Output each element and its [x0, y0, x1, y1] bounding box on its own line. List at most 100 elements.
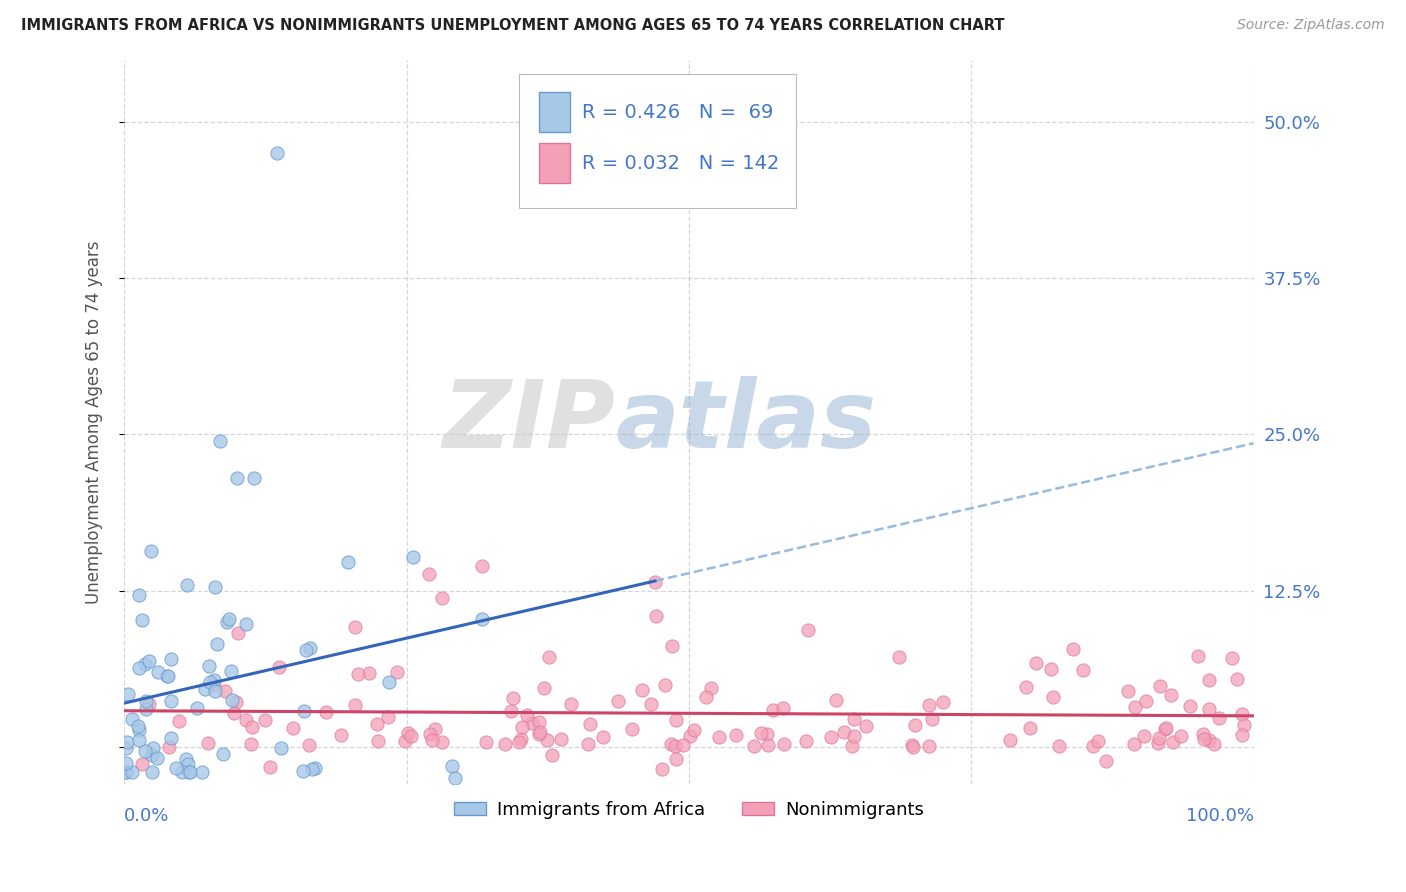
Point [367, 734, 389, 748]
Point [160, 731, 183, 746]
Point [824, 693, 846, 707]
Point [541, 748, 564, 763]
Point [330, 728, 353, 742]
Point [664, 739, 686, 754]
Point [918, 698, 941, 713]
Point [665, 751, 688, 765]
Point [592, 730, 614, 744]
Point [235, 617, 257, 632]
Point [114, 756, 136, 771]
Point [174, 752, 197, 766]
Point [179, 764, 201, 779]
Point [343, 698, 366, 712]
Point [301, 762, 323, 776]
Point [796, 623, 818, 637]
Point [198, 658, 221, 673]
Point [659, 737, 682, 751]
FancyBboxPatch shape [519, 74, 796, 208]
Point [298, 738, 321, 752]
Point [165, 761, 187, 775]
Point [1198, 733, 1220, 747]
Point [127, 719, 149, 733]
Y-axis label: Unemployment Among Ages 65 to 74 years: Unemployment Among Ages 65 to 74 years [86, 240, 103, 604]
Point [1153, 722, 1175, 736]
Text: R = 0.426   N =  69: R = 0.426 N = 69 [582, 103, 773, 122]
Point [538, 649, 561, 664]
Point [1202, 738, 1225, 752]
Point [146, 751, 169, 765]
Point [224, 706, 246, 720]
Point [679, 729, 702, 743]
Point [1170, 729, 1192, 743]
Point [832, 725, 855, 739]
Point [336, 555, 359, 569]
FancyBboxPatch shape [538, 92, 571, 132]
Point [762, 703, 785, 717]
Point [1226, 672, 1249, 686]
Point [304, 761, 326, 775]
Point [402, 550, 425, 565]
Point [225, 695, 247, 709]
Point [343, 620, 366, 634]
Point [889, 649, 911, 664]
Point [444, 771, 467, 785]
Point [1233, 718, 1256, 732]
Point [205, 637, 228, 651]
Point [1178, 699, 1201, 714]
Point [176, 578, 198, 592]
Point [1222, 650, 1244, 665]
Point [156, 668, 179, 682]
Point [550, 731, 572, 746]
Point [1071, 663, 1094, 677]
Point [520, 716, 543, 731]
Point [1147, 731, 1170, 745]
Point [160, 694, 183, 708]
Point [423, 723, 446, 737]
Point [820, 730, 842, 744]
Point [527, 727, 550, 741]
Point [904, 718, 927, 732]
Point [295, 643, 318, 657]
Point [131, 613, 153, 627]
Point [399, 729, 422, 743]
Point [576, 737, 599, 751]
Point [1230, 728, 1253, 742]
Point [841, 739, 863, 754]
Point [135, 702, 157, 716]
Point [419, 727, 441, 741]
Point [115, 764, 138, 779]
Point [269, 660, 291, 674]
Point [1232, 706, 1254, 721]
Point [298, 640, 321, 655]
Point [1132, 729, 1154, 743]
Point [385, 665, 408, 680]
Point [394, 734, 416, 748]
Point [202, 678, 225, 692]
Point [527, 715, 550, 730]
Point [1187, 649, 1209, 664]
Point [1149, 679, 1171, 693]
Point [200, 675, 222, 690]
Point [1122, 737, 1144, 751]
Point [128, 732, 150, 747]
Point [214, 684, 236, 698]
Point [1154, 721, 1177, 735]
Point [441, 759, 464, 773]
Point [1135, 694, 1157, 708]
Point [430, 735, 453, 749]
Point [621, 722, 644, 736]
Point [921, 712, 943, 726]
Point [1087, 733, 1109, 747]
Point [773, 737, 796, 751]
Point [211, 747, 233, 762]
Point [156, 669, 179, 683]
Point [516, 708, 538, 723]
Point [117, 687, 139, 701]
Point [141, 544, 163, 558]
Point [502, 690, 524, 705]
Point [725, 727, 748, 741]
Point [756, 726, 779, 740]
Point [695, 690, 717, 704]
Point [1047, 739, 1070, 753]
Point [661, 639, 683, 653]
